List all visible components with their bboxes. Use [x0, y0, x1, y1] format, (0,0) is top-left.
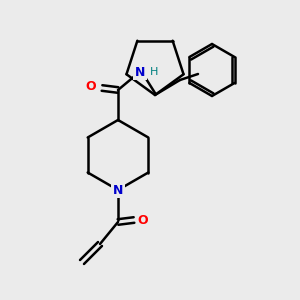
Text: N: N — [113, 184, 123, 196]
Text: N: N — [135, 65, 145, 79]
Text: O: O — [138, 214, 148, 226]
Text: H: H — [150, 67, 158, 77]
Text: O: O — [86, 80, 96, 92]
